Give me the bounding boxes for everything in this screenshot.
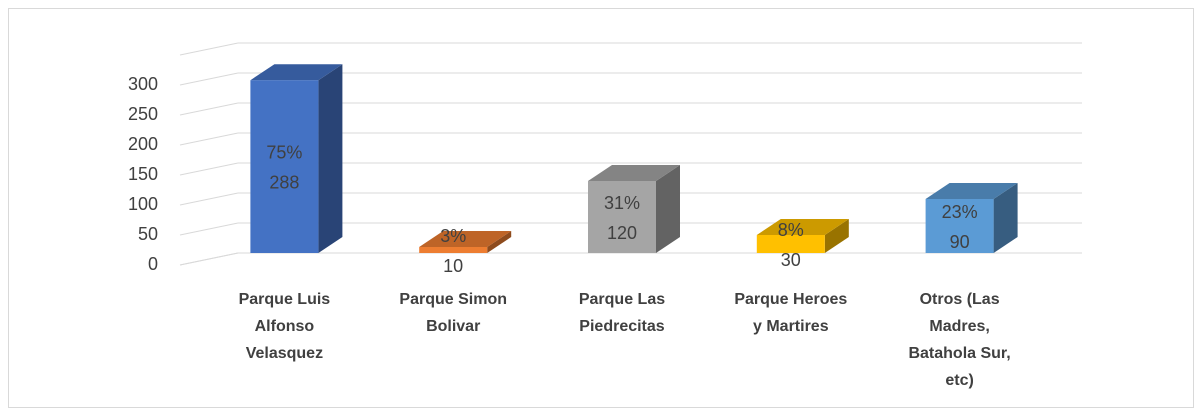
y-tick-label: 300 <box>128 74 158 94</box>
x-tick-label: Bolivar <box>426 318 480 335</box>
value-label: 288 <box>269 172 299 192</box>
bar-top <box>925 183 1018 199</box>
x-tick-label: Otros (Las <box>920 291 1000 308</box>
bar-side <box>318 64 343 253</box>
x-tick-label: Madres, <box>929 318 989 335</box>
percent-label: 3% <box>440 226 466 246</box>
x-tick-label: Batahola Sur, <box>908 345 1010 362</box>
bar-top <box>250 64 343 81</box>
bar <box>419 247 488 253</box>
bar-top <box>756 219 849 235</box>
grid-diagonal <box>179 162 239 176</box>
x-tick-label: Piedrecitas <box>579 318 664 335</box>
x-tick-label: Velasquez <box>246 345 323 362</box>
bar-side <box>993 183 1018 253</box>
grid-diagonal <box>179 252 239 266</box>
value-label: 90 <box>950 232 970 252</box>
bar-top <box>419 231 512 247</box>
value-label: 10 <box>443 256 463 276</box>
bar <box>756 235 825 253</box>
bar-top <box>588 165 680 181</box>
value-label: 120 <box>607 223 637 243</box>
x-tick-label: Parque Luis <box>239 291 331 308</box>
bar-side <box>487 231 512 253</box>
grid-diagonal <box>179 192 239 206</box>
x-tick-label: Parque Simon <box>399 291 507 308</box>
bar <box>588 181 656 253</box>
x-tick-label: Parque Las <box>579 291 665 308</box>
wall-edge <box>179 42 239 56</box>
y-tick-label: 150 <box>128 164 158 184</box>
grid-diagonal <box>179 222 239 236</box>
percent-label: 8% <box>778 220 804 240</box>
x-tick-label: etc) <box>945 372 973 389</box>
y-tick-label: 0 <box>148 254 158 274</box>
y-tick-label: 50 <box>138 224 158 244</box>
percent-label: 75% <box>266 142 302 162</box>
percent-label: 31% <box>604 193 640 213</box>
percent-label: 23% <box>942 202 978 222</box>
value-label: 30 <box>781 250 801 270</box>
bar-side <box>656 165 680 253</box>
grid-diagonal <box>179 132 239 146</box>
bar-side <box>824 219 849 253</box>
grid-diagonal <box>179 102 239 116</box>
x-tick-label: Alfonso <box>255 318 315 335</box>
y-tick-label: 250 <box>128 104 158 124</box>
bar <box>925 199 994 253</box>
x-tick-label: Parque Heroes <box>734 291 847 308</box>
grid-diagonal <box>179 72 239 86</box>
y-tick-label: 200 <box>128 134 158 154</box>
x-tick-label: y Martires <box>753 318 829 335</box>
bar <box>250 80 319 253</box>
y-tick-label: 100 <box>128 194 158 214</box>
